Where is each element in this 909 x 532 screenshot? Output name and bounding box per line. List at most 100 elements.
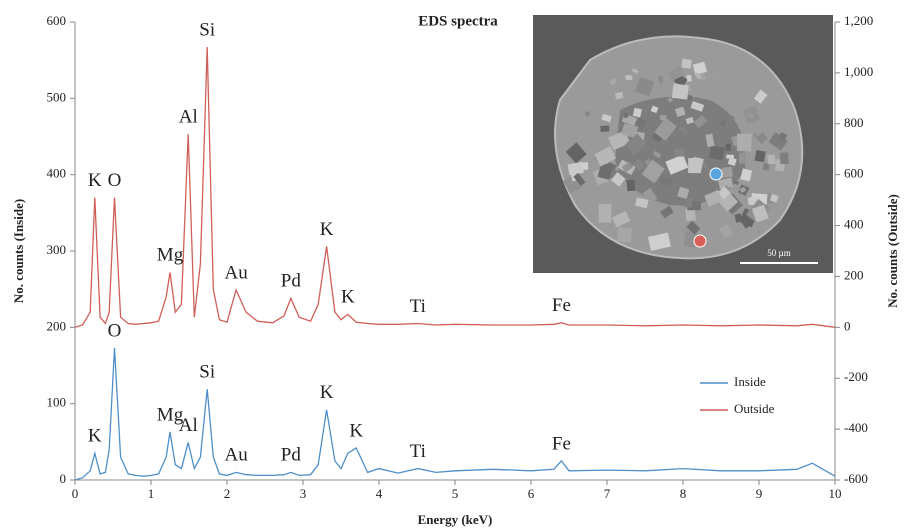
grain: [623, 112, 629, 118]
grain: [626, 179, 636, 192]
grain: [678, 125, 688, 135]
grain: [779, 152, 789, 165]
grain: [720, 120, 727, 127]
peak-label: Ti: [410, 296, 426, 317]
y2-tick-label: 600: [844, 166, 864, 181]
grain: [753, 132, 759, 139]
grain: [754, 150, 766, 163]
grain: [740, 168, 753, 182]
grain: [753, 89, 768, 104]
grain: [738, 152, 746, 164]
grain: [690, 101, 705, 112]
grain: [671, 83, 689, 100]
grain: [573, 172, 586, 187]
grain: [739, 186, 747, 194]
y-tick-label: 300: [47, 242, 67, 257]
grain: [608, 77, 618, 86]
grain: [685, 208, 696, 222]
x-tick-label: 8: [680, 486, 687, 501]
grain: [726, 154, 734, 159]
legend-label: Inside: [734, 374, 766, 389]
chart-title: EDS spectra: [418, 13, 498, 29]
grain: [726, 113, 735, 121]
grain: [614, 91, 624, 100]
grain: [565, 142, 587, 164]
grain: [718, 191, 739, 212]
y-axis-label: No. counts (Inside): [11, 199, 26, 303]
y2-tick-label: 800: [844, 115, 864, 130]
inside-marker: [709, 167, 723, 181]
grain: [681, 58, 692, 69]
peak-label: Mg: [157, 404, 184, 425]
grain: [634, 116, 648, 130]
grain: [631, 67, 639, 74]
grain: [719, 224, 733, 239]
x-tick-label: 4: [376, 486, 383, 501]
x-tick-label: 9: [756, 486, 763, 501]
grain: [647, 232, 671, 251]
peak-label: Si: [199, 20, 215, 41]
peak-label: K: [320, 219, 334, 240]
grain: [721, 166, 733, 178]
y2-tick-label: -600: [844, 471, 868, 486]
grain: [769, 193, 779, 203]
peak-label: K: [320, 382, 334, 403]
grain: [751, 204, 769, 223]
grain: [665, 154, 689, 175]
x-tick-label: 5: [452, 486, 459, 501]
grain: [644, 158, 652, 166]
peak-label: O: [108, 320, 122, 341]
grain: [657, 75, 664, 84]
peak-label: Si: [199, 362, 215, 383]
x-tick-label: 3: [300, 486, 307, 501]
y-tick-label: 100: [47, 395, 67, 410]
grain: [747, 196, 757, 205]
grain: [632, 158, 645, 171]
y-tick-label: 400: [47, 166, 67, 181]
x-tick-label: 1: [148, 486, 155, 501]
y2-axis-label: No. counts (Outside): [885, 194, 900, 308]
grain: [704, 189, 723, 207]
peak-label: Fe: [552, 433, 571, 454]
grain: [634, 197, 649, 209]
peak-label: K: [88, 170, 102, 191]
peak-label: Au: [225, 262, 249, 283]
grain: [693, 114, 708, 129]
grain: [641, 159, 665, 184]
grain: [725, 143, 731, 151]
grain: [674, 106, 686, 117]
grain: [674, 148, 685, 157]
grain: [767, 154, 776, 165]
grain: [632, 107, 643, 118]
grain: [585, 111, 590, 117]
texture: [563, 58, 789, 251]
x-axis-label: Energy (keV): [418, 512, 493, 527]
y2-tick-label: -200: [844, 369, 868, 384]
peak-label: Pd: [281, 445, 302, 466]
y2-tick-label: 400: [844, 217, 864, 232]
grain: [667, 96, 674, 103]
grain: [738, 213, 753, 229]
grain: [600, 125, 610, 132]
x-tick-label: 0: [72, 486, 79, 501]
sem-inset: 50 µm: [533, 15, 833, 273]
grain: [686, 220, 701, 235]
grain: [698, 72, 707, 82]
grain: [667, 65, 685, 81]
grain: [624, 133, 647, 156]
x-tick-label: 2: [224, 486, 231, 501]
spectrum-line: [74, 47, 836, 328]
legend-label: Outside: [734, 401, 775, 416]
grain: [733, 180, 740, 186]
y2-tick-label: 200: [844, 267, 864, 282]
grain: [660, 205, 674, 219]
grain: [608, 130, 631, 151]
grain: [567, 161, 584, 176]
grain: [708, 145, 725, 161]
grain: [659, 175, 673, 186]
scale-bar-label: 50 µm: [767, 248, 790, 258]
grain: [650, 105, 659, 114]
peak-label: Fe: [552, 295, 571, 316]
grain: [611, 210, 631, 228]
